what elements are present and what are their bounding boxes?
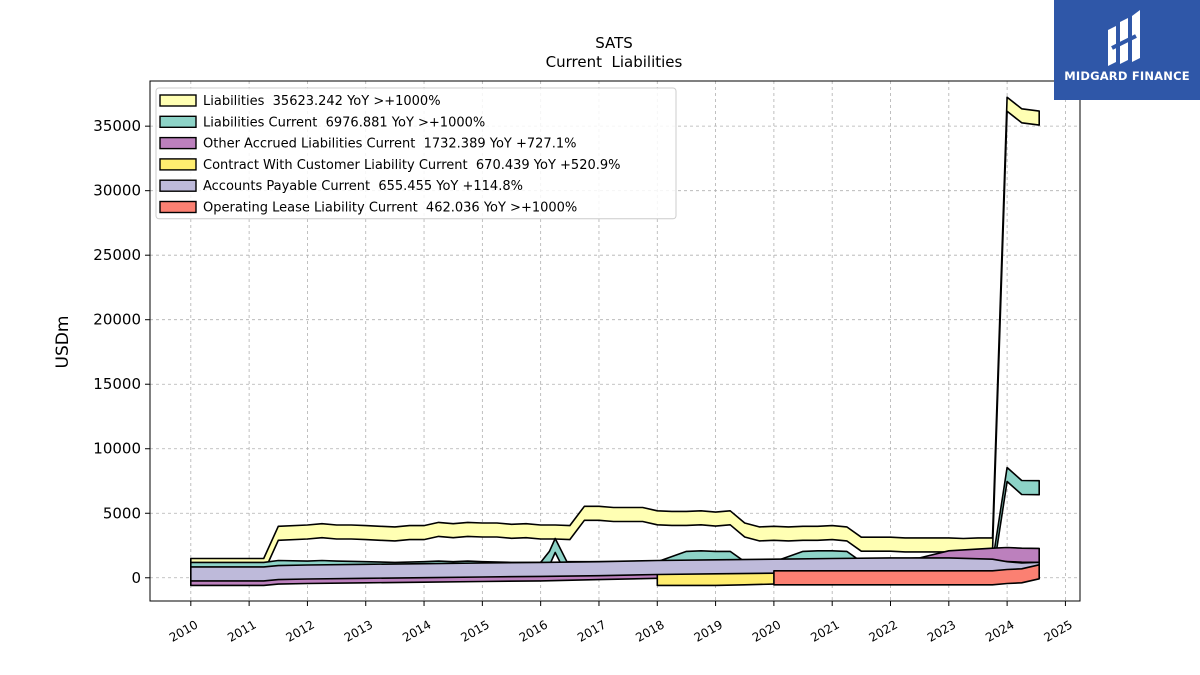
legend-swatch (159, 158, 197, 171)
legend-swatch (159, 200, 197, 214)
legend-swatch (159, 94, 197, 107)
x-tick-label: 2023 (925, 617, 958, 644)
legend: Liabilities 35623.242 YoY >+1000% Liabili… (155, 87, 677, 220)
x-tick-label: 2018 (633, 617, 666, 644)
y-tick-label: 35000 (93, 117, 141, 135)
x-tick-label: 2024 (983, 617, 1016, 644)
x-tick-label: 2014 (400, 617, 433, 644)
legend-swatch (159, 115, 197, 129)
y-axis-label: USDm (53, 316, 73, 369)
legend-swatch (159, 179, 197, 192)
legend-label: Operating Lease Liability Current 462.03… (203, 201, 577, 216)
y-tick-label: 5000 (103, 504, 141, 522)
x-tick-label: 2015 (458, 617, 491, 644)
plot-frame (149, 80, 1081, 602)
x-tick-label: 2013 (342, 617, 375, 644)
y-tick-label: 20000 (93, 311, 141, 329)
series-band-0 (190, 96, 1040, 574)
x-tick-label: 2017 (575, 617, 608, 644)
y-tick-label: 30000 (93, 182, 141, 200)
x-tick-label: 2019 (692, 617, 725, 644)
series-band-5 (773, 564, 1040, 586)
y-tick-label: 0 (131, 569, 141, 587)
legend-label: Liabilities 35623.242 YoY >+1000% (203, 94, 441, 109)
y-tick-label: 25000 (93, 246, 141, 264)
y-tick-label: 15000 (93, 375, 141, 393)
x-tick-label: 2016 (517, 617, 550, 644)
legend-label: Contract With Customer Liability Current… (203, 158, 621, 173)
legend-label: Accounts Payable Current 655.455 YoY +11… (203, 179, 523, 194)
legend-box (155, 87, 677, 220)
legend-label: Other Accrued Liabilities Current 1732.3… (203, 137, 576, 152)
legend-label: Liabilities Current 6976.881 YoY >+1000% (203, 115, 485, 130)
logo-text: MIDGARD FINANCE (1064, 69, 1190, 83)
y-tick-label: 10000 (93, 440, 141, 458)
x-tick-label: 2010 (167, 617, 200, 644)
x-tick-label: 2012 (283, 617, 316, 644)
x-tick-label: 2022 (867, 617, 900, 644)
x-tick-label: 2021 (808, 617, 841, 644)
chart-subtitle: Current Liabilities (546, 53, 683, 71)
series-areas (190, 96, 1040, 587)
legend-swatch (159, 136, 197, 150)
midgard-logo-icon (1108, 10, 1140, 66)
x-tick-label: 2011 (225, 617, 258, 644)
x-tick-label: 2020 (750, 617, 783, 644)
midgard-finance-logo: MIDGARD FINANCE (1054, 0, 1200, 100)
x-tick-label: 2025 (1041, 617, 1074, 644)
chart-title: SATS (595, 34, 633, 52)
